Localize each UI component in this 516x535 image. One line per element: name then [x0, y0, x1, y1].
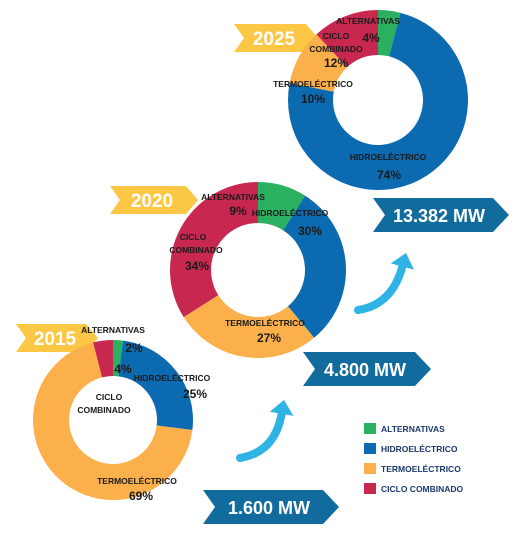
growth-arrow-head-1	[269, 400, 294, 416]
slice-name-line: CICLO	[323, 31, 350, 41]
slice-value-label: 4%	[114, 362, 132, 376]
capacity-label: 4.800 MW	[324, 360, 406, 380]
arrows-layer	[236, 253, 414, 462]
year-label: 2015	[34, 329, 77, 350]
slice-value-label: 30%	[298, 224, 322, 238]
capacity-banner-2015	[203, 490, 339, 524]
slice-name-line: COMBINADO	[77, 405, 131, 415]
slice-2020-hidroelectrico	[283, 195, 346, 338]
slice-value-label: 9%	[229, 204, 247, 218]
slice-2015-hidroelectrico	[118, 340, 193, 431]
slice-name-line: COMBINADO	[169, 245, 223, 255]
slice-value-label: 2%	[125, 341, 143, 355]
slice-name-line: COMBINADO	[309, 44, 363, 54]
legend-label: TERMOELÉCTRICO	[381, 464, 461, 474]
legend-swatch-alternativas	[364, 423, 376, 434]
slice-name-label: ALTERNATIVAS	[201, 192, 265, 202]
year-label: 2025	[253, 29, 296, 50]
legend-label: ALTERNATIVAS	[381, 424, 445, 434]
capacity-label: 13.382 MW	[393, 206, 485, 226]
legend: ALTERNATIVAS HIDROELÉCTRICO TERMOELÉCTRICO…	[364, 423, 464, 494]
growth-arrow-head-2	[390, 253, 414, 270]
slice-value-label: 34%	[185, 259, 209, 273]
capacity-banner-2020	[303, 352, 431, 386]
slice-2025-termoelectrico	[289, 34, 348, 92]
slice-2025-ciclo-combinado	[316, 10, 378, 68]
slice-name-label: HIDROELÉCTRICO	[134, 373, 211, 383]
slice-2020-alternativas	[258, 182, 306, 231]
slice-name-line: CICLO	[96, 392, 123, 402]
slice-name-label: HIDROELÉCTRICO	[350, 152, 427, 162]
year-label: 2020	[131, 191, 173, 212]
slice-name-label: ALTERNATIVAS	[336, 16, 400, 26]
slice-name-label: TERMOELÉCTRICO	[97, 476, 177, 486]
slice-name-line: CICLO	[180, 232, 207, 242]
slice-2020-termoelectrico	[183, 295, 315, 359]
legend-swatch-ciclo-combinado	[364, 483, 376, 494]
growth-arrow-shaft-2	[354, 262, 407, 314]
year-banner-2020	[110, 186, 198, 214]
legend-swatch-hidroelectrico	[364, 443, 376, 454]
slice-2015-ciclo-combinado	[93, 340, 113, 378]
slice-value-label: 10%	[301, 92, 325, 106]
slice-value-label: 69%	[129, 489, 153, 503]
year-banner-2015	[16, 324, 98, 352]
labels-layer: ALTERNATIVAS2%4%HIDROELÉCTRICO25%TERMOEL…	[77, 16, 426, 503]
slice-name-label: HIDROELÉCTRICO	[252, 208, 329, 218]
slice-2015-alternativas	[113, 340, 124, 377]
slice-2020-ciclo-combinado	[169, 182, 258, 318]
legend-label: HIDROELÉCTRICO	[381, 444, 458, 454]
slice-value-label: 25%	[183, 387, 207, 401]
slice-value-label: 27%	[257, 331, 281, 345]
banners-layer: 2015 1.600 MW 2020 4.800 MW 2025 13.382 MW	[16, 24, 509, 524]
slice-2025-hidroelectrico	[288, 12, 469, 190]
capacity-label: 1.600 MW	[228, 498, 310, 518]
slice-value-label: 4%	[362, 31, 380, 45]
slice-name-label: ALTERNATIVAS	[81, 325, 145, 335]
slice-2015-termoelectrico	[32, 342, 193, 500]
slice-name-label: TERMOELÉCTRICO	[225, 318, 305, 328]
donuts-layer	[32, 10, 469, 500]
slice-2025-alternativas	[378, 10, 401, 57]
slice-value-label: 74%	[377, 168, 401, 182]
slice-value-label: 12%	[324, 56, 348, 70]
year-banner-2025	[234, 24, 318, 52]
slice-name-label: TERMOELÉCTRICO	[273, 79, 353, 89]
growth-arrow-shaft-1	[236, 409, 286, 462]
legend-swatch-termoelectrico	[364, 463, 376, 474]
capacity-banner-2025	[373, 198, 509, 232]
legend-label: CICLO COMBINADO	[381, 484, 464, 494]
